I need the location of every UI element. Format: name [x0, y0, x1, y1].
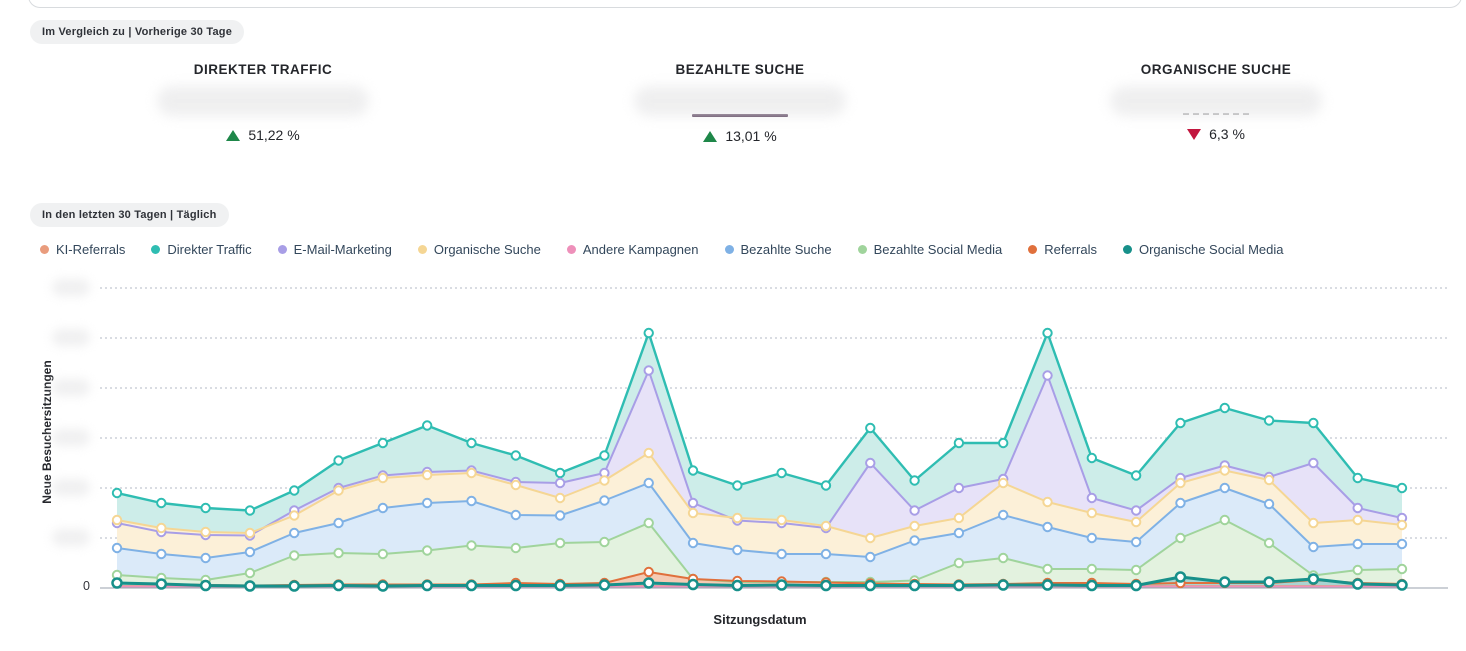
kpi-title: BEZAHLTE SUCHE — [675, 62, 805, 77]
kpi-value-blurred — [157, 86, 369, 116]
legend-item-label: Bezahlte Social Media — [873, 242, 1003, 257]
legend-item-bezahlte-suche[interactable]: Bezahlte Suche — [724, 242, 832, 257]
chart-legend: KI-Referrals Direkter Traffic E-Mail-Mar… — [40, 242, 1284, 257]
traffic-area-chart[interactable] — [0, 250, 1466, 620]
arrow-down-icon — [1187, 128, 1202, 140]
kpi-value-blurred[interactable] — [1110, 86, 1322, 116]
y-axis-tick-blurred — [52, 529, 90, 546]
legend-item-ki-referrals[interactable]: KI-Referrals — [40, 242, 125, 257]
legend-dot-icon — [151, 245, 161, 254]
legend-item-label: Bezahlte Suche — [740, 242, 832, 257]
y-axis-zero-tick: 0 — [83, 579, 90, 593]
kpi-delta: 6,3 % — [1187, 126, 1245, 142]
legend-item-label: Organische Social Media — [1138, 242, 1284, 257]
period-badge: In den letzten 30 Tagen | Täglich — [30, 203, 229, 227]
legend-item-label: Referrals — [1044, 242, 1097, 257]
legend-item-organische-social-media[interactable]: Organische Social Media — [1122, 242, 1284, 257]
arrow-up-icon — [226, 129, 241, 141]
legend-item-organische-suche[interactable]: Organische Suche — [417, 242, 541, 257]
arrow-up-icon — [703, 130, 718, 142]
legend-dot-icon — [417, 245, 427, 254]
kpi-delta: 51,22 % — [226, 127, 300, 143]
legend-item-e-mail-marketing[interactable]: E-Mail-Marketing — [277, 242, 392, 257]
comparison-badge: Im Vergleich zu | Vorherige 30 Tage — [30, 20, 245, 44]
kpi-title: DIREKTER TRAFFIC — [193, 62, 333, 77]
legend-item-label: KI-Referrals — [56, 242, 126, 257]
kpi-card-direct-traffic: DIREKTER TRAFFIC 51,22 % — [113, 62, 413, 146]
kpi-title: ORGANISCHE SUCHE — [1140, 62, 1292, 77]
kpi-value-blurred[interactable] — [634, 86, 846, 116]
legend-item-andere-kampagnen[interactable]: Andere Kampagnen — [566, 242, 699, 257]
legend-item-label: Direkter Traffic — [167, 242, 252, 257]
legend-item-bezahlte-social-media[interactable]: Bezahlte Social Media — [857, 242, 1003, 257]
panel-bottom-edge — [28, 0, 1462, 8]
legend-item-referrals[interactable]: Referrals — [1028, 242, 1097, 257]
legend-item-direkter-traffic[interactable]: Direkter Traffic — [151, 242, 252, 257]
kpi-delta: 13,01 % — [703, 128, 777, 144]
legend-dot-icon — [724, 245, 734, 254]
legend-dot-icon — [277, 245, 287, 254]
legend-dot-icon — [1122, 245, 1132, 254]
kpi-delta-value: 13,01 % — [725, 128, 777, 144]
legend-dot-icon — [857, 245, 867, 254]
y-axis-tick-blurred — [52, 429, 90, 446]
kpi-delta-value: 51,22 % — [248, 127, 300, 143]
y-axis-tick-blurred — [52, 479, 90, 496]
legend-item-label: Andere Kampagnen — [582, 242, 699, 257]
y-axis-tick-blurred — [52, 379, 90, 396]
legend-item-label: Organische Suche — [433, 242, 541, 257]
legend-item-label: E-Mail-Marketing — [293, 242, 392, 257]
kpi-card-paid-search: BEZAHLTE SUCHE 13,01 % — [590, 62, 890, 147]
legend-dot-icon — [40, 245, 49, 254]
kpi-card-organic-search: ORGANISCHE SUCHE 6,3 % — [1066, 62, 1366, 145]
y-axis-tick-blurred — [52, 329, 90, 346]
kpi-delta-value: 6,3 % — [1209, 126, 1245, 142]
y-axis-tick-blurred — [52, 279, 90, 296]
x-axis-title: Sitzungsdatum — [713, 612, 807, 627]
legend-dot-icon — [1028, 245, 1038, 254]
legend-dot-icon — [566, 245, 576, 254]
